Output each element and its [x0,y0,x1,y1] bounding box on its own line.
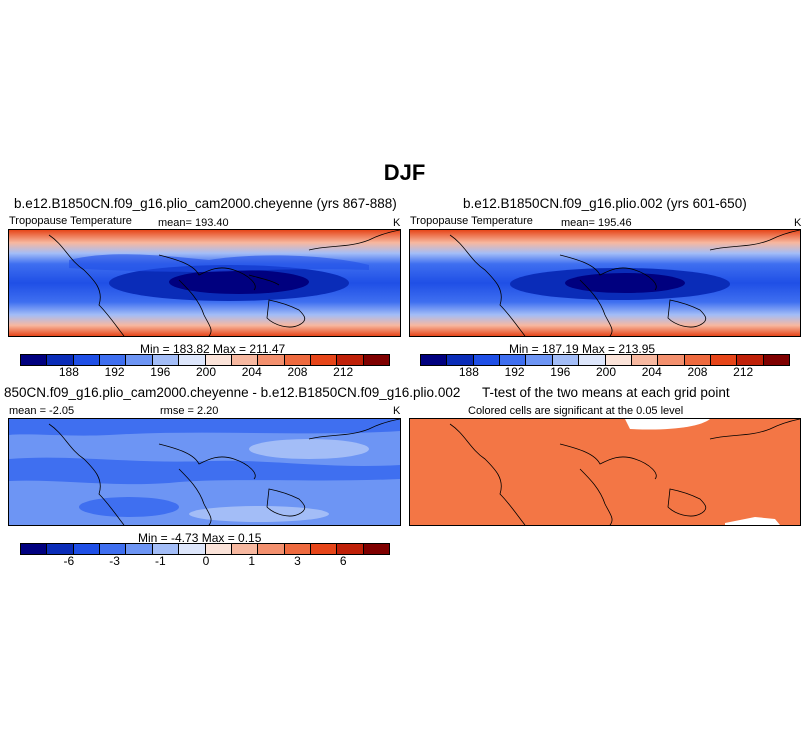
colorbar-swatch [126,355,153,365]
panel1-colorbar-ticks: 188 192 196 200 204 208 212 [46,365,366,379]
panel2-mean: mean= 195.46 [561,217,632,229]
colorbar-tick-label: 1 [248,554,256,568]
colorbar-swatch [763,355,790,365]
panel1-units: K [393,217,401,229]
panel2-map [409,229,801,337]
colorbar-swatch [126,544,153,554]
colorbar-tick-label: 3 [294,554,301,568]
panel1-coastlines [48,230,400,336]
colorbar-swatch [284,355,311,365]
colorbar-tick-label: -6 [63,554,75,568]
panel3-coastlines [48,419,400,525]
panel3-colorbar-ticks: -6 -3 -1 0 1 3 6 [46,554,366,568]
figure-title: DJF [383,160,426,185]
panel2-map-svg [410,230,800,336]
colorbar-swatch [363,544,390,554]
colorbar-swatch [631,355,659,365]
colorbar-swatch [21,355,48,365]
colorbar-swatch [310,355,338,365]
panel4-map [409,418,801,526]
panel4-coastlines [449,419,800,525]
colorbar-swatch [526,355,553,365]
panel3-units: K [393,405,401,417]
colorbar-swatch [179,355,206,365]
colorbar-swatch [310,544,338,554]
panel1-colorbar [20,354,390,366]
colorbar-swatch [205,544,232,554]
panel3-mean: mean = -2.05 [9,405,75,417]
colorbar-tick-label: 208 [687,365,708,379]
colorbar-swatch [47,355,74,365]
panel2-coastlines [449,230,800,336]
panel1-minmax: Min = 183.82 Max = 211.47 [140,342,286,356]
colorbar-tick-label: 192 [104,365,125,379]
colorbar-tick-label: 0 [202,554,210,568]
colorbar-swatch [73,544,101,554]
colorbar-tick-label: 200 [196,365,217,379]
colorbar-tick-label: 196 [550,365,571,379]
colorbar-tick-label: 212 [333,365,354,379]
colorbar-tick-label: 204 [241,365,262,379]
colorbar-swatch [337,355,364,365]
colorbar-swatch [231,355,259,365]
colorbar-swatch [658,355,685,365]
colorbar-swatch [684,355,711,365]
colorbar-tick-label: 196 [150,365,171,379]
panel3-minmax: Min = -4.73 Max = 0.15 [138,531,262,545]
panel1-title: b.e12.B1850CN.f09_g16.plio_cam2000.cheye… [14,196,397,211]
colorbar-tick-label: 204 [641,365,662,379]
panel2-colorbar-ticks: 188 192 196 200 204 208 212 [446,365,766,379]
colorbar-swatch [284,544,311,554]
panel2-minmax: Min = 187.19 Max = 213.95 [509,342,656,356]
panel4-subtitle: Colored cells are significant at the 0.0… [468,405,684,417]
colorbar-swatch [552,355,580,365]
colorbar-swatch [605,355,632,365]
colorbar-swatch [47,544,74,554]
colorbar-swatch [152,355,180,365]
panel4-title: T-test of the two means at each grid poi… [482,385,730,400]
colorbar-swatch [500,355,527,365]
colorbar-swatch [579,355,606,365]
colorbar-swatch [100,544,127,554]
colorbar-swatch [447,355,474,365]
colorbar-swatch [21,544,48,554]
panel1-map [8,229,401,337]
colorbar-swatch [205,355,232,365]
panel1-map-svg [9,230,400,336]
colorbar-swatch [258,355,285,365]
colorbar-swatch [258,544,285,554]
colorbar-tick-label: 208 [287,365,308,379]
panel2-units: K [794,217,802,229]
colorbar-tick-label: 192 [504,365,525,379]
colorbar-tick-label: 188 [458,365,479,379]
colorbar-tick-label: -3 [109,554,120,568]
colorbar-swatch [710,355,738,365]
colorbar-swatch [152,544,180,554]
panel2-colorbar [420,354,790,366]
colorbar-swatch [363,355,390,365]
colorbar-swatch [100,355,127,365]
panel2-title: b.e12.B1850CN.f09_g16.plio.002 (yrs 601-… [463,196,747,211]
panel3-map-svg [9,419,400,525]
colorbar-tick-label: 188 [58,365,79,379]
colorbar-tick-label: 200 [596,365,617,379]
panel3-rmse: rmse = 2.20 [160,405,219,417]
panel2-variable: Tropopause Temperature [410,215,533,227]
panel4-map-svg [410,419,800,525]
panel3-map [8,418,401,526]
panel3-colorbar [20,543,390,555]
colorbar-swatch [179,544,206,554]
colorbar-swatch [473,355,501,365]
colorbar-tick-label: 6 [339,554,347,568]
colorbar-swatch [73,355,101,365]
colorbar-swatch [421,355,448,365]
colorbar-swatch [231,544,259,554]
colorbar-swatch [737,355,764,365]
panel1-variable: Tropopause Temperature [9,215,132,227]
colorbar-tick-label: -1 [154,554,166,568]
panel3-title: 850CN.f09_g16.plio_cam2000.cheyenne - b.… [4,385,461,400]
colorbar-tick-label: 212 [733,365,754,379]
panel1-mean: mean= 193.40 [158,217,229,229]
colorbar-swatch [337,544,364,554]
